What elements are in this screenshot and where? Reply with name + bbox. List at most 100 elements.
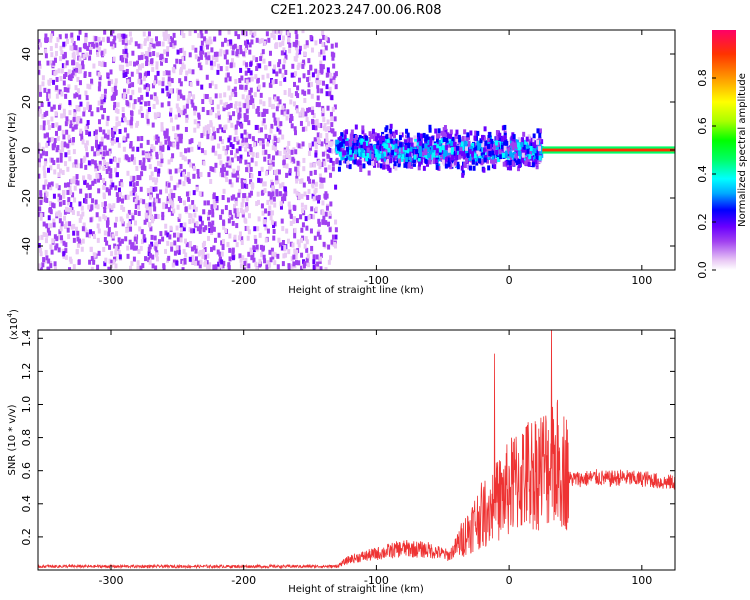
spectrogram-cell xyxy=(116,102,120,108)
spectrogram-cell xyxy=(342,138,346,144)
spectrogram-cell xyxy=(285,163,289,169)
spectrogram-cell xyxy=(67,134,71,140)
spectrogram-cell xyxy=(142,199,146,205)
spectrogram-cell xyxy=(313,189,317,195)
spectrogram-cell xyxy=(144,256,148,262)
spectrogram-cell xyxy=(120,198,124,204)
spectrogram-cell xyxy=(228,179,232,185)
spectrogram-cell xyxy=(135,60,139,66)
spectrogram-cell xyxy=(106,217,110,223)
spectrogram-cell xyxy=(387,147,391,153)
spectrogram-cell xyxy=(173,240,177,246)
spectrogram-cell xyxy=(248,42,252,48)
spectrogram-cell xyxy=(240,133,244,139)
spectrogram-cell xyxy=(288,42,292,48)
spectrogram-cell xyxy=(107,166,111,172)
spectrogram-cell xyxy=(456,161,460,167)
spectrogram-cell xyxy=(354,124,358,130)
spectrogram-cell xyxy=(259,244,263,250)
spectrogram-cell xyxy=(72,116,76,122)
spectrogram-cell xyxy=(501,152,505,158)
spectrogram-cell xyxy=(157,239,161,245)
spectrogram-cell xyxy=(460,141,464,147)
spectrogram-cell xyxy=(163,49,167,55)
spectrogram-cell xyxy=(207,172,211,178)
spectrogram-cell xyxy=(180,258,184,264)
spectrogram-cell xyxy=(329,111,333,117)
spectrogram-cell xyxy=(322,49,326,55)
spectrogram-cell xyxy=(402,146,406,152)
spectrogram-cell xyxy=(39,190,43,196)
spectrogram-cell xyxy=(358,134,362,140)
spectrogram-cell xyxy=(155,177,159,183)
spectrogram-cell xyxy=(277,35,281,41)
spectrogram-cell xyxy=(459,147,463,153)
spectrogram-cell xyxy=(303,44,307,50)
spectrogram-cell xyxy=(142,76,146,82)
spectrogram-cell xyxy=(510,135,514,141)
spectrogram-cell xyxy=(326,119,330,125)
spectrogram-cell xyxy=(182,226,186,232)
spectrogram-cell xyxy=(167,182,171,188)
spectrogram-cell xyxy=(164,139,168,145)
spectrogram-cell xyxy=(358,148,362,154)
spectrogram-cell xyxy=(385,144,389,150)
spectrogram-cell xyxy=(276,169,280,175)
spectrogram-cell xyxy=(155,61,159,67)
spectrogram-cell xyxy=(45,151,49,157)
spectrogram-cell xyxy=(358,142,362,148)
spectrogram-cell xyxy=(313,169,317,175)
spectrogram-cell xyxy=(346,163,350,169)
spectrogram-cell xyxy=(269,192,273,198)
spectrogram-cell xyxy=(353,137,357,143)
spectrogram-cell xyxy=(89,229,93,235)
spectrogram-cell xyxy=(437,128,441,134)
spectrogram-cell xyxy=(325,141,329,147)
spectrogram-cell xyxy=(118,181,122,187)
spectrogram-cell xyxy=(72,223,76,229)
spectrogram-cell xyxy=(348,146,352,152)
spectrogram-cell xyxy=(136,200,140,206)
spectrogram-cell xyxy=(190,138,194,144)
spectrogram-cell xyxy=(182,181,186,187)
spectrogram-cell xyxy=(376,145,380,151)
x-tick-label: 100 xyxy=(631,274,652,287)
spectrogram-cell xyxy=(201,45,205,51)
snr-frame xyxy=(37,329,676,571)
spectrogram-cell xyxy=(179,138,183,144)
spectrogram-cell xyxy=(172,259,176,265)
spectrogram-cell xyxy=(301,222,305,228)
spectrogram-cell xyxy=(174,114,178,120)
spectrogram-cell xyxy=(389,152,393,158)
spectrogram-cell xyxy=(240,240,244,246)
spectrogram-cell xyxy=(394,143,398,149)
spectrogram-cell xyxy=(102,165,106,171)
spectrogram-cell xyxy=(38,44,40,50)
spectrogram-cell xyxy=(364,140,368,146)
spectrogram-cell xyxy=(103,201,107,207)
spectrogram-cell xyxy=(264,124,268,130)
spectrogram-cell xyxy=(122,70,126,76)
spectrogram-cell xyxy=(43,112,47,118)
spectrogram-cell xyxy=(255,65,259,71)
spectrogram-cell xyxy=(436,137,440,143)
spectrogram-cell xyxy=(284,69,288,75)
spectrogram-cell xyxy=(382,151,386,157)
spectrogram-cell xyxy=(192,204,196,210)
spectrogram-cell xyxy=(84,143,88,149)
spectrogram-cell xyxy=(243,103,247,109)
spectrogram-cell xyxy=(435,148,439,154)
spectrogram-cell xyxy=(172,232,176,238)
spectrogram-cell xyxy=(110,129,114,135)
spectrogram-cell xyxy=(538,146,542,152)
spectrogram-cell xyxy=(146,87,150,93)
spectrogram-cell xyxy=(86,120,90,126)
spectrogram-cell xyxy=(169,88,173,94)
spectrogram-cell xyxy=(226,156,230,162)
spectrogram-cell xyxy=(291,63,295,69)
spectrogram-cell xyxy=(67,69,71,75)
spectrogram-cell xyxy=(227,104,231,110)
spectrogram-cell xyxy=(103,237,107,243)
spectrogram-cell xyxy=(65,206,69,212)
spectrogram-cell xyxy=(98,164,102,170)
